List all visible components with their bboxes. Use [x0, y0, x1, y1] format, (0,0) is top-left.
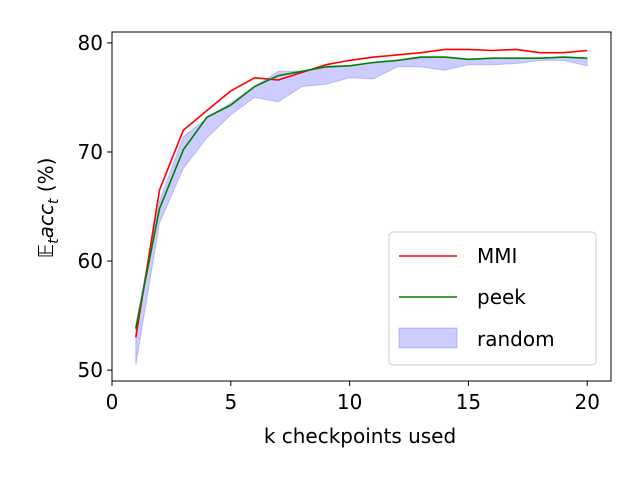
x-tick-label: 0: [106, 390, 119, 414]
y-axis-label-prefix: 𝔼: [34, 244, 58, 259]
legend-patch-random: [398, 327, 458, 349]
x-tick-label: 10: [337, 390, 362, 414]
tick-labels: 0 5 10 15 20 50 60 70 80: [78, 31, 600, 414]
x-tick-label: 20: [575, 390, 600, 414]
y-axis-label-main-sub: t: [46, 198, 62, 204]
series-line-mmi: [135, 48, 588, 338]
x-tick-label: 5: [224, 390, 237, 414]
plot-frame: [111, 31, 612, 382]
y-tick-label: 80: [78, 31, 103, 55]
legend-label-mmi: MMI: [477, 244, 517, 268]
legend: MMI peek random: [388, 231, 597, 366]
y-axis-label-prefix-sub: t: [46, 238, 62, 244]
axes: [107, 31, 612, 386]
y-axis-label-suffix: (%): [34, 158, 58, 199]
legend-frame: [388, 231, 597, 366]
series-line-peek: [135, 56, 588, 329]
y-tick-label: 50: [78, 358, 103, 382]
x-axis-label: k checkpoints used: [264, 424, 456, 448]
y-axis-label: 𝔼tacct (%): [34, 158, 62, 259]
x-tick-label: 15: [456, 390, 481, 414]
legend-label-peek: peek: [477, 285, 526, 309]
series-band-random: [135, 56, 588, 365]
y-tick-label: 70: [78, 140, 103, 164]
plot-area: [135, 48, 588, 365]
y-axis-label-main: acc: [34, 204, 58, 238]
legend-label-random: random: [477, 327, 555, 351]
y-tick-label: 60: [78, 249, 103, 273]
